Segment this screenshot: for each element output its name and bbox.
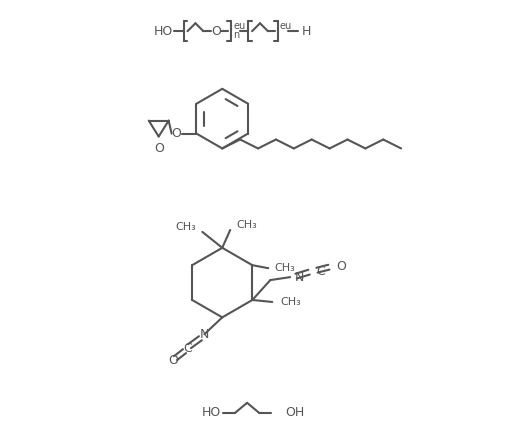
Text: O: O bbox=[336, 260, 346, 273]
Text: C: C bbox=[316, 265, 325, 277]
Text: O: O bbox=[154, 142, 163, 155]
Text: eu: eu bbox=[280, 21, 292, 31]
Text: CH₃: CH₃ bbox=[175, 222, 197, 232]
Text: N: N bbox=[295, 271, 305, 284]
Text: n: n bbox=[233, 30, 239, 40]
Text: CH₃: CH₃ bbox=[236, 220, 257, 230]
Text: N: N bbox=[200, 328, 209, 341]
Text: O: O bbox=[211, 25, 221, 38]
Text: CH₃: CH₃ bbox=[274, 263, 295, 273]
Text: O: O bbox=[169, 354, 179, 367]
Text: H: H bbox=[302, 25, 311, 38]
Text: HO: HO bbox=[153, 25, 172, 38]
Text: CH₃: CH₃ bbox=[280, 297, 301, 307]
Text: O: O bbox=[172, 127, 181, 140]
Text: eu: eu bbox=[233, 21, 246, 31]
Text: C: C bbox=[183, 342, 192, 355]
Text: OH: OH bbox=[285, 406, 304, 419]
Text: HO: HO bbox=[202, 406, 221, 419]
